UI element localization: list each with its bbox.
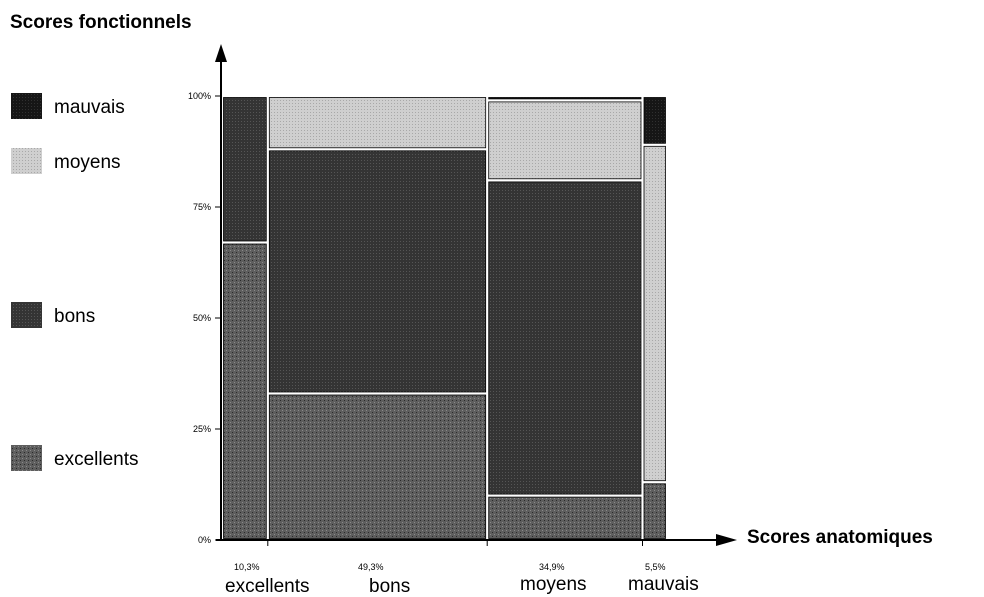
y-axis-arrow	[215, 44, 227, 62]
legend-label-excellents: excellents	[54, 449, 139, 470]
category-label-mauvais: mauvais	[628, 574, 699, 595]
share-label-excellents: 10,3%	[234, 562, 260, 572]
tile-bons-excellents	[268, 394, 487, 539]
category-label-bons: bons	[369, 576, 410, 597]
y-tick-label-100: 100%	[188, 91, 211, 101]
y-tick-label-25: 25%	[193, 424, 211, 434]
tile-moyens-mauvais	[488, 97, 642, 100]
tile-mauvais-excellents	[643, 483, 666, 539]
tile-excellents-excellents	[223, 243, 267, 539]
y-tick-label-50: 50%	[193, 313, 211, 323]
legend-swatch-bons	[11, 302, 42, 328]
y-ticks: 0% 25% 50% 75% 100%	[188, 91, 221, 545]
share-label-mauvais: 5,5%	[645, 562, 666, 572]
mosaic-tiles	[223, 97, 666, 539]
y-axis-title: Scores fonctionnels	[10, 12, 192, 33]
y-tick-label-0: 0%	[198, 535, 211, 545]
category-label-moyens: moyens	[520, 574, 587, 595]
tile-mauvais-mauvais	[643, 97, 666, 144]
legend-label-bons: bons	[54, 306, 95, 327]
category-label-excellents: excellents	[225, 576, 310, 597]
legend-swatch-mauvais	[11, 93, 42, 119]
share-label-moyens: 34,9%	[539, 562, 565, 572]
legend: mauvais moyens bons excellents	[11, 93, 139, 471]
legend-label-mauvais: mauvais	[54, 97, 125, 118]
share-label-bons: 49,3%	[358, 562, 384, 572]
tile-moyens-bons	[488, 181, 642, 495]
x-ticks	[267, 540, 643, 546]
legend-swatch-excellents	[11, 445, 42, 471]
tile-moyens-moyens	[488, 101, 642, 180]
tile-bons-bons	[268, 150, 487, 393]
x-axis-title: Scores anatomiques	[747, 527, 933, 548]
legend-swatch-moyens	[11, 148, 42, 174]
x-labels: 10,3% 49,3% 34,9% 5,5% excellents bons m…	[225, 562, 699, 597]
tile-mauvais-moyens	[643, 145, 666, 482]
y-tick-label-75: 75%	[193, 202, 211, 212]
legend-label-moyens: moyens	[54, 152, 121, 173]
tile-excellents-bons	[223, 97, 267, 242]
tile-bons-moyens	[268, 97, 487, 149]
x-axis-arrow	[716, 534, 737, 546]
tile-moyens-excellents	[488, 496, 642, 539]
